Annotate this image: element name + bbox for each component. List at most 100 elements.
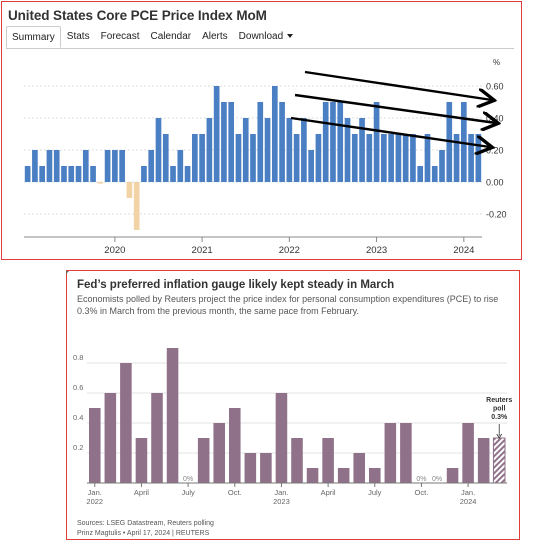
bar (366, 134, 373, 182)
x-tick-label: Jan. (88, 488, 102, 497)
bar (462, 423, 474, 483)
bar (197, 438, 210, 483)
x-tick-label: Jan. (274, 488, 288, 497)
y-tick-label: 0.6 (73, 383, 83, 392)
credit-note: Prinz Magtulis • April 17, 2024 | REUTER… (77, 530, 210, 537)
chart-title: United States Core PCE Price Index MoM (8, 8, 267, 23)
y-unit-label: % (493, 58, 500, 67)
forecast-pointer-arrow (496, 433, 503, 439)
bar (229, 408, 241, 483)
bar (133, 182, 140, 230)
bar (61, 166, 67, 182)
bar (97, 182, 104, 184)
bar (213, 423, 225, 483)
bar (119, 150, 125, 182)
bar (228, 102, 235, 182)
source-note: Sources: LSEG Datastream, Reuters pollin… (77, 520, 214, 527)
trend-arrow (304, 70, 492, 100)
x-tick-label: 2020 (104, 245, 125, 256)
bar (120, 363, 132, 483)
bar (322, 102, 329, 182)
bar (330, 102, 336, 182)
x-tick-year-label: 2024 (460, 497, 477, 506)
bar (286, 118, 293, 182)
x-tick-label: 2021 (192, 245, 213, 256)
bar (308, 150, 314, 182)
bar (244, 453, 257, 483)
tab-stats[interactable]: Stats (66, 31, 90, 42)
bar (235, 134, 242, 182)
bar (306, 468, 319, 483)
bar (271, 86, 278, 182)
bar (353, 453, 365, 483)
bar (431, 166, 438, 182)
bar (126, 182, 133, 198)
tab-alerts[interactable]: Alerts (202, 31, 228, 42)
bar (46, 150, 53, 182)
bar (213, 86, 220, 182)
zero-value-label: 0% (416, 476, 426, 483)
bar (75, 166, 82, 182)
chevron-down-icon (287, 34, 294, 39)
bar (293, 134, 300, 182)
y-tick-label: 0.60 (486, 82, 504, 92)
bar (151, 393, 163, 483)
forecast-annotation: 0.3% (491, 414, 508, 421)
bar (279, 102, 285, 182)
bar (322, 438, 334, 483)
bar (453, 134, 460, 182)
x-tick-label: 2022 (279, 245, 300, 256)
bar (166, 348, 179, 483)
x-tick-label: Oct. (228, 488, 242, 497)
bar (424, 134, 431, 182)
bar (275, 393, 288, 483)
x-tick-label: April (134, 488, 149, 497)
x-tick-label: Jan. (461, 488, 475, 497)
bar (344, 118, 351, 182)
bar (468, 134, 474, 182)
y-tick-label: 0.00 (486, 178, 504, 188)
bar (291, 438, 303, 483)
y-tick-label: 0.2 (73, 443, 83, 452)
bar (373, 102, 380, 182)
bar (24, 166, 31, 182)
bar (112, 150, 118, 182)
forecast-annotation: Reuters (486, 397, 512, 404)
bar (90, 166, 96, 182)
bar (381, 134, 387, 182)
bar (402, 134, 409, 182)
tab-download[interactable]: Download (234, 26, 298, 48)
bar (104, 393, 117, 483)
bar (250, 134, 256, 182)
x-tick-label: Oct. (415, 488, 429, 497)
trend-arrow (290, 116, 490, 147)
core-pce-panel: -0.20 0.00 0.20 0.40 0.60% 2020 2021 2022 2023 20… (1, 1, 522, 260)
bar (337, 468, 350, 483)
reuters-chart-title: Fed’s preferred inflation gauge likely k… (77, 279, 395, 291)
tab-forecast[interactable]: Forecast (100, 31, 140, 42)
zero-value-label: 0% (432, 476, 442, 483)
download-label: Download (238, 31, 284, 42)
bar (384, 423, 397, 483)
tab-bar: Summary Stats Forecast Calendar Alerts D… (6, 26, 299, 48)
bar (199, 134, 205, 182)
bar (439, 150, 445, 182)
x-tick-label: 2024 (453, 245, 474, 256)
bar (388, 134, 394, 182)
tab-summary[interactable]: Summary (6, 26, 61, 48)
x-tick-year-label: 2023 (273, 497, 290, 506)
tab-calendar[interactable]: Calendar (150, 31, 192, 42)
bar (206, 118, 213, 182)
forecast-bar (492, 437, 506, 484)
x-tick-label: 2023 (366, 245, 387, 256)
bar (89, 408, 101, 483)
bar (475, 134, 482, 182)
bar (68, 166, 75, 182)
bar (53, 150, 60, 182)
bar (257, 102, 264, 182)
y-tick-label: 0.4 (73, 413, 83, 422)
bar (104, 150, 111, 182)
x-tick-label: July (181, 488, 195, 497)
bar (395, 134, 402, 182)
